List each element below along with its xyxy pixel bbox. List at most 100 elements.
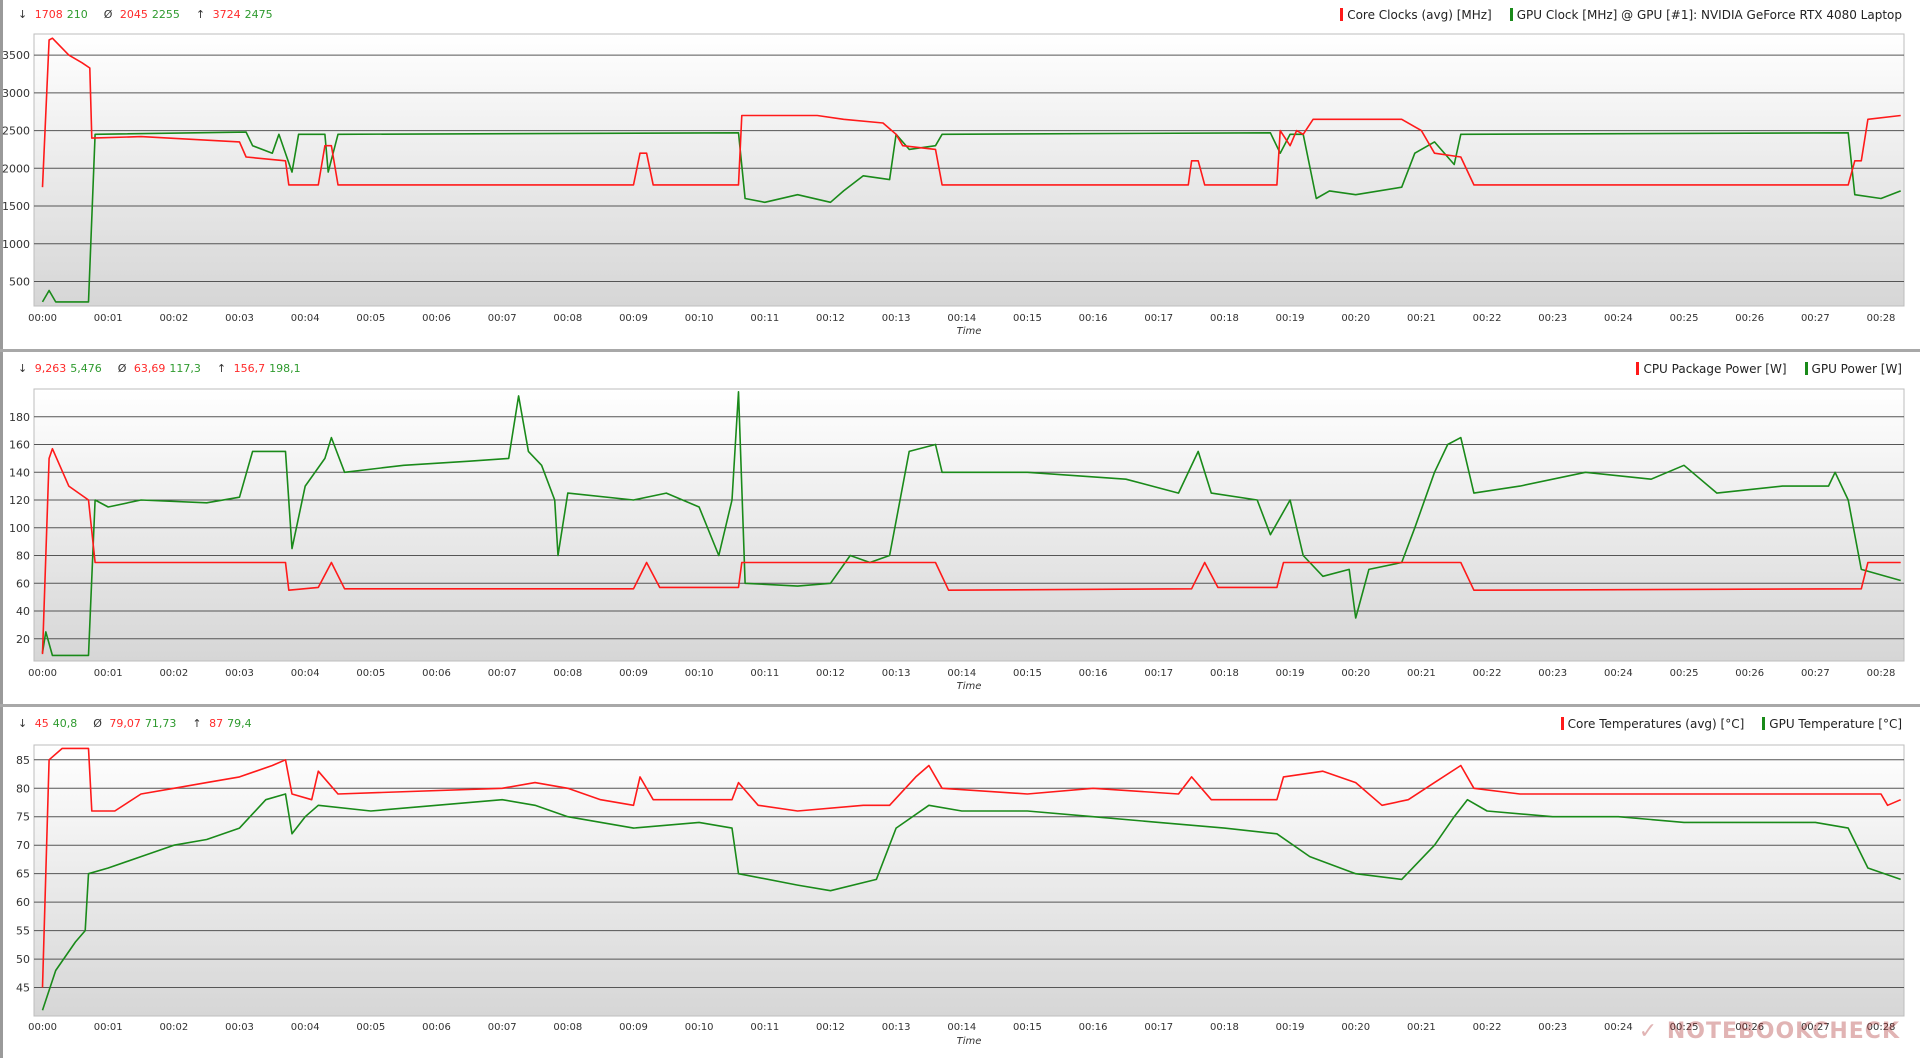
series-line-0: [41, 447, 1901, 655]
x-tick-label: 00:01: [94, 313, 123, 324]
x-tick-label: 00:25: [1670, 1022, 1699, 1033]
y-tick-label: 2000: [2, 162, 30, 175]
x-tick-label: 00:08: [553, 1022, 582, 1033]
x-tick-label: 00:09: [619, 668, 648, 679]
stat-min-value: 210: [66, 8, 88, 21]
x-axis-label: Time: [957, 326, 982, 337]
legend-label: GPU Power [W]: [1811, 362, 1902, 376]
stat-max-symbol: ↑: [216, 362, 230, 375]
x-tick-label: 00:04: [291, 1022, 320, 1033]
x-tick-label: 00:22: [1473, 313, 1502, 324]
y-tick-label: 3500: [2, 49, 30, 62]
x-tick-label: 00:25: [1670, 313, 1699, 324]
legend-swatch: [1636, 362, 1640, 375]
x-tick-label: 00:02: [159, 313, 188, 324]
legend-item[interactable]: GPU Temperature [°C]: [1762, 717, 1902, 731]
y-tick-label: 50: [16, 953, 30, 966]
stats-readout: ↓ 9,263 5,476 Ø 63,69 117,3 ↑ 156,7 198,1: [18, 362, 305, 375]
x-tick-label: 00:21: [1407, 668, 1436, 679]
panel-separator[interactable]: [0, 349, 1920, 352]
x-tick-label: 00:23: [1538, 1022, 1567, 1033]
series-line-1: [41, 131, 1901, 303]
x-tick-label: 00:28: [1867, 668, 1896, 679]
y-tick-label: 75: [16, 811, 30, 824]
x-tick-label: 00:22: [1473, 1022, 1502, 1033]
x-tick-label: 00:07: [488, 313, 517, 324]
x-axis-label: Time: [957, 1036, 982, 1047]
y-tick-label: 160: [9, 439, 30, 452]
x-tick-label: 00:12: [816, 668, 845, 679]
series-line-0: [41, 37, 1901, 188]
x-tick-label: 00:13: [882, 313, 911, 324]
x-tick-label: 00:00: [28, 313, 57, 324]
y-tick-label: 70: [16, 839, 30, 852]
x-tick-label: 00:18: [1210, 313, 1239, 324]
y-tick-label: 20: [16, 633, 30, 646]
y-tick-label: 45: [16, 982, 30, 995]
stat-min-symbol: ↓: [18, 362, 31, 375]
x-tick-label: 00:11: [750, 1022, 779, 1033]
stat-max-symbol: ↑: [192, 717, 206, 730]
x-tick-label: 00:17: [1144, 668, 1173, 679]
stats-readout: ↓ 45 40,8 Ø 79,07 71,73 ↑ 87 79,4: [18, 717, 256, 730]
x-tick-label: 00:26: [1735, 1022, 1764, 1033]
stat-avg-value: 79,07: [109, 717, 141, 730]
chart-0: 500 1000 1500 2000 2500 3000 3500 00:00 00:01 00:…: [2, 33, 1905, 337]
stat-avg-value: 2255: [151, 8, 180, 21]
x-tick-label: 00:10: [685, 668, 714, 679]
y-tick-label: 140: [9, 466, 30, 479]
x-tick-label: 00:20: [1341, 1022, 1370, 1033]
x-tick-label: 00:03: [225, 313, 254, 324]
x-tick-label: 00:05: [356, 668, 385, 679]
legend: Core Temperatures (avg) [°C] GPU Temperat…: [1543, 717, 1902, 731]
legend-swatch: [1762, 717, 1766, 730]
x-tick-label: 00:07: [488, 668, 517, 679]
stat-avg-value: 2045: [119, 8, 148, 21]
y-tick-label: 1000: [2, 238, 30, 251]
x-tick-label: 00:11: [750, 668, 779, 679]
x-tick-label: 00:19: [1276, 1022, 1305, 1033]
x-tick-label: 00:14: [947, 1022, 976, 1033]
plot-area: [33, 388, 1905, 662]
legend-item[interactable]: CPU Package Power [W]: [1636, 362, 1787, 376]
x-tick-label: 00:13: [882, 668, 911, 679]
x-tick-label: 00:00: [28, 1022, 57, 1033]
stat-max-value: 198,1: [269, 362, 301, 375]
x-tick-label: 00:24: [1604, 668, 1633, 679]
x-tick-label: 00:09: [619, 313, 648, 324]
stat-min-symbol: ↓: [18, 717, 31, 730]
y-tick-label: 65: [16, 868, 30, 881]
y-tick-label: 40: [16, 605, 30, 618]
legend-label: Core Temperatures (avg) [°C]: [1567, 717, 1745, 731]
panel-separator[interactable]: [0, 704, 1920, 707]
x-tick-label: 00:12: [816, 313, 845, 324]
series-line-0: [41, 747, 1902, 988]
x-tick-label: 00:08: [553, 313, 582, 324]
x-tick-label: 00:04: [291, 668, 320, 679]
x-tick-label: 00:13: [882, 1022, 911, 1033]
window-border: [0, 0, 3, 1058]
x-tick-label: 00:26: [1735, 668, 1764, 679]
y-tick-label: 500: [9, 275, 30, 288]
legend-item[interactable]: Core Clocks (avg) [MHz]: [1340, 8, 1492, 22]
legend-item[interactable]: GPU Power [W]: [1804, 362, 1902, 376]
legend-item[interactable]: Core Temperatures (avg) [°C]: [1560, 717, 1745, 731]
stat-max-value: 87: [209, 717, 224, 730]
x-axis-label: Time: [957, 681, 982, 692]
x-tick-label: 00:03: [225, 668, 254, 679]
x-tick-label: 00:25: [1670, 668, 1699, 679]
legend-label: Core Clocks (avg) [MHz]: [1347, 8, 1492, 22]
y-tick-label: 3000: [2, 87, 30, 100]
x-tick-label: 00:02: [159, 668, 188, 679]
stat-max-value: 2475: [244, 8, 273, 21]
x-tick-label: 00:01: [94, 1022, 123, 1033]
x-tick-label: 00:20: [1341, 668, 1370, 679]
x-tick-label: 00:16: [1079, 1022, 1108, 1033]
x-tick-label: 00:21: [1407, 313, 1436, 324]
x-tick-label: 00:10: [685, 1022, 714, 1033]
x-tick-label: 00:18: [1210, 1022, 1239, 1033]
legend-item[interactable]: GPU Clock [MHz] @ GPU [#1]: NVIDIA GeFor…: [1509, 8, 1902, 22]
notebookcheck-watermark: ✓ NOTEBOOKCHECK: [1638, 1019, 1900, 1044]
stats-readout: ↓ 1708 210 Ø 2045 2255 ↑ 3724 2475: [18, 8, 277, 21]
